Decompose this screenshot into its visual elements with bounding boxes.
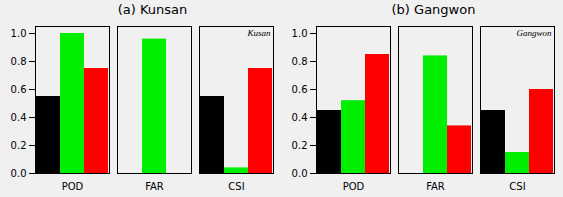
svg-text:POD: POD (62, 181, 84, 192)
svg-text:0.2: 0.2 (292, 140, 308, 151)
svg-text:0.6: 0.6 (11, 84, 27, 95)
svg-text:CSI: CSI (509, 181, 525, 192)
svg-text:CSI: CSI (228, 181, 244, 192)
svg-text:0.8: 0.8 (292, 56, 308, 67)
svg-text:1.0: 1.0 (11, 28, 27, 39)
svg-text:FAR: FAR (145, 181, 164, 192)
svg-text:0.8: 0.8 (11, 56, 27, 67)
svg-text:Gangwon: Gangwon (516, 28, 552, 38)
svg-text:0.6: 0.6 (292, 84, 308, 95)
html-text:(a) Kunsan: (a) Kunsan (117, 2, 188, 17)
svg-text:0.0: 0.0 (292, 168, 308, 179)
svg-text:Kusan: Kusan (246, 28, 271, 38)
svg-text:0.4: 0.4 (11, 112, 27, 123)
svg-text:FAR: FAR (426, 181, 445, 192)
html-text:(b) Gangwon: (b) Gangwon (391, 2, 476, 17)
svg-text:0.4: 0.4 (292, 112, 308, 123)
svg-text:0.2: 0.2 (11, 140, 27, 151)
svg-text:1.0: 1.0 (292, 28, 308, 39)
svg-text:POD: POD (343, 181, 365, 192)
svg-text:0.0: 0.0 (11, 168, 27, 179)
